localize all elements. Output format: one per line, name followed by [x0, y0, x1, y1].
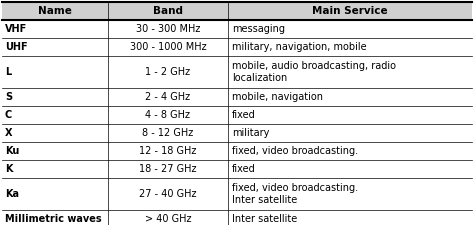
Text: Name: Name — [38, 6, 72, 16]
Text: military, navigation, mobile: military, navigation, mobile — [232, 42, 366, 52]
Text: Main Service: Main Service — [312, 6, 388, 16]
Text: 4 - 8 GHz: 4 - 8 GHz — [146, 110, 191, 120]
Text: 27 - 40 GHz: 27 - 40 GHz — [139, 189, 197, 199]
Text: 18 - 27 GHz: 18 - 27 GHz — [139, 164, 197, 174]
Text: mobile, audio broadcasting, radio
localization: mobile, audio broadcasting, radio locali… — [232, 61, 396, 83]
Text: S: S — [5, 92, 12, 102]
Text: 300 - 1000 MHz: 300 - 1000 MHz — [130, 42, 206, 52]
Text: UHF: UHF — [5, 42, 27, 52]
Text: X: X — [5, 128, 12, 138]
Text: > 40 GHz: > 40 GHz — [145, 214, 191, 224]
Text: fixed: fixed — [232, 110, 256, 120]
Text: fixed: fixed — [232, 164, 256, 174]
Text: Band: Band — [153, 6, 183, 16]
Text: Ka: Ka — [5, 189, 19, 199]
Text: 12 - 18 GHz: 12 - 18 GHz — [139, 146, 197, 156]
Text: fixed, video broadcasting.
Inter satellite: fixed, video broadcasting. Inter satelli… — [232, 183, 358, 205]
Text: VHF: VHF — [5, 24, 27, 34]
Text: messaging: messaging — [232, 24, 285, 34]
Text: C: C — [5, 110, 12, 120]
Text: military: military — [232, 128, 269, 138]
Text: K: K — [5, 164, 12, 174]
Bar — [2, 2, 472, 20]
Text: Inter satellite: Inter satellite — [232, 214, 297, 224]
Text: Ku: Ku — [5, 146, 19, 156]
Text: fixed, video broadcasting.: fixed, video broadcasting. — [232, 146, 358, 156]
Text: Millimetric waves: Millimetric waves — [5, 214, 101, 224]
Text: 30 - 300 MHz: 30 - 300 MHz — [136, 24, 200, 34]
Text: L: L — [5, 67, 11, 77]
Text: 8 - 12 GHz: 8 - 12 GHz — [142, 128, 193, 138]
Text: 1 - 2 GHz: 1 - 2 GHz — [146, 67, 191, 77]
Text: 2 - 4 GHz: 2 - 4 GHz — [146, 92, 191, 102]
Text: mobile, navigation: mobile, navigation — [232, 92, 323, 102]
